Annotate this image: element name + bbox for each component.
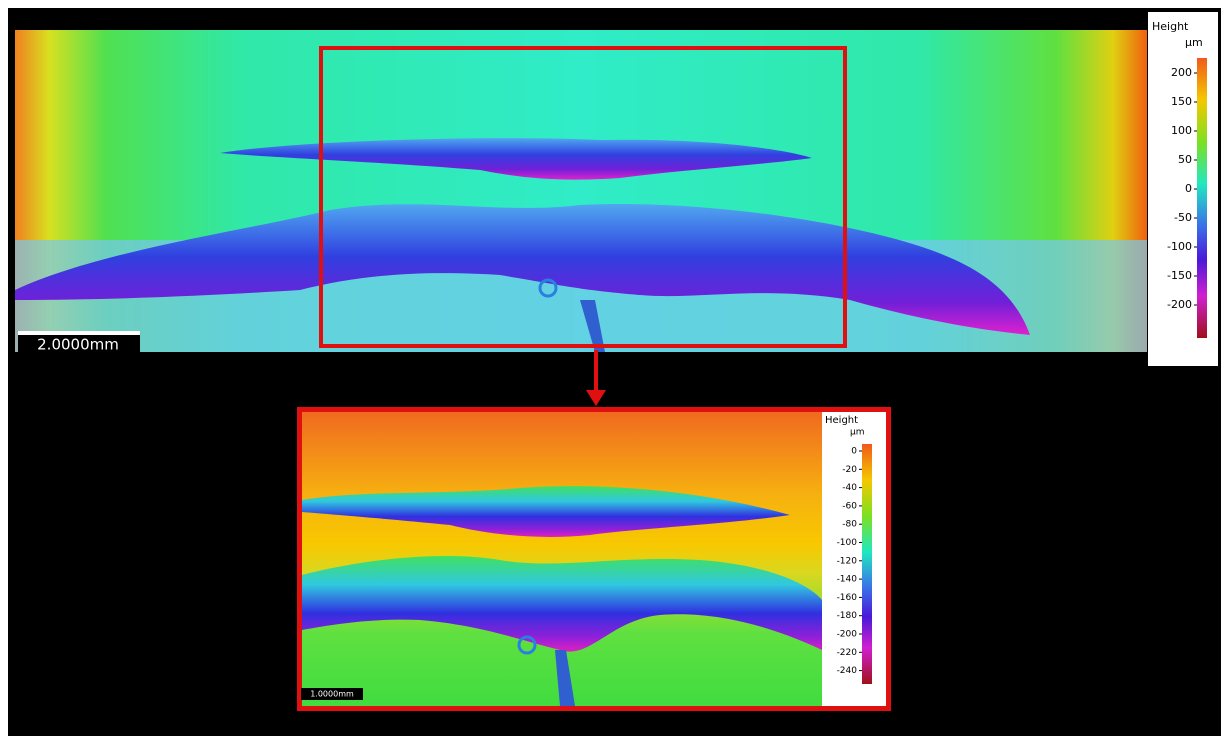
tick-label: -120: [837, 556, 858, 566]
detail-legend-unit: µm: [850, 428, 865, 438]
tick-label: -40: [842, 483, 857, 493]
scale-bar-label: 2.0000mm: [37, 336, 119, 354]
tick-label: -80: [842, 520, 857, 530]
tick-label: 150: [1171, 95, 1192, 108]
colorbar: [1197, 58, 1207, 338]
legend-title: Height: [1152, 20, 1189, 33]
detail-colorbar: [862, 444, 872, 684]
tick-label: -50: [1174, 211, 1192, 224]
detail-scale-bar-label: 1.0000mm: [310, 690, 354, 699]
tick-label: -100: [1167, 240, 1192, 253]
tick-label: -150: [1167, 269, 1192, 282]
tick-label: 0: [851, 447, 857, 457]
tick-label: 200: [1171, 66, 1192, 79]
tick-label: -180: [837, 611, 858, 621]
tick-label: -240: [837, 666, 858, 676]
tick-label: 100: [1171, 124, 1192, 137]
tick-label: -160: [837, 593, 858, 603]
page: 2.0000mm Height µm 200 150 100 50 0 -50 -100 -1…: [0, 0, 1229, 744]
legend-unit: µm: [1185, 36, 1203, 49]
tick-label: -100: [837, 538, 858, 548]
tick-label: -220: [837, 648, 858, 658]
detail-map: [302, 412, 822, 706]
tick-label: 50: [1178, 153, 1192, 166]
tick-label: 0: [1185, 182, 1192, 195]
overview-map: [15, 30, 1147, 352]
tick-label: -200: [837, 630, 858, 640]
tick-label: -140: [837, 575, 858, 585]
tick-label: -20: [842, 465, 857, 475]
detail-legend-title: Height: [825, 415, 858, 426]
tick-label: -60: [842, 501, 857, 511]
tick-label: -200: [1167, 298, 1192, 311]
scale-bar: [18, 331, 140, 335]
